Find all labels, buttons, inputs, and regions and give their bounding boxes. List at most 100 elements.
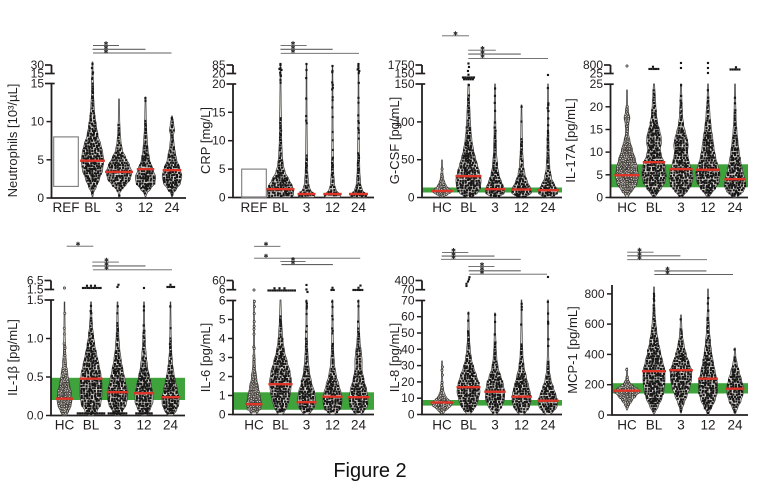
svg-text:12: 12 [325, 418, 340, 433]
svg-text:12: 12 [700, 200, 715, 215]
svg-text:40: 40 [401, 342, 415, 356]
svg-text:10: 10 [31, 115, 45, 129]
svg-text:85: 85 [212, 58, 226, 72]
svg-text:3: 3 [491, 200, 499, 215]
svg-text:1.5: 1.5 [27, 283, 44, 297]
svg-text:12: 12 [325, 200, 340, 215]
svg-text:12: 12 [514, 200, 529, 215]
svg-text:20: 20 [212, 77, 226, 91]
svg-text:200: 200 [584, 378, 604, 392]
svg-text:800: 800 [583, 58, 603, 72]
svg-text:25: 25 [590, 67, 604, 81]
svg-text:50: 50 [401, 326, 415, 340]
svg-text:BL: BL [272, 200, 289, 215]
svg-text:3: 3 [219, 351, 226, 365]
svg-text:1.0: 1.0 [27, 332, 44, 346]
svg-text:BL: BL [84, 200, 101, 215]
svg-text:HC: HC [244, 418, 264, 433]
svg-text:600: 600 [584, 317, 604, 331]
svg-text:0: 0 [408, 191, 415, 205]
svg-text:HC: HC [432, 418, 452, 433]
svg-text:10: 10 [212, 134, 226, 148]
svg-text:15: 15 [212, 105, 226, 119]
svg-text:400: 400 [584, 347, 604, 361]
svg-text:5: 5 [219, 162, 226, 176]
svg-text:24: 24 [540, 418, 556, 433]
svg-text:60: 60 [212, 274, 226, 288]
svg-text:12: 12 [138, 200, 153, 215]
svg-text:6.5: 6.5 [27, 274, 44, 288]
svg-text:BL: BL [646, 200, 663, 215]
svg-text:REF: REF [53, 200, 80, 215]
svg-text:12: 12 [514, 418, 529, 433]
svg-text:3: 3 [114, 418, 122, 433]
svg-text:24: 24 [727, 418, 743, 433]
svg-text:IL-17A [pg/mL]: IL-17A [pg/mL] [563, 98, 578, 183]
svg-text:3: 3 [303, 200, 311, 215]
svg-text:1: 1 [219, 389, 226, 403]
svg-text:HC: HC [432, 200, 452, 215]
svg-text:REF: REF [241, 200, 268, 215]
svg-text:12: 12 [700, 418, 715, 433]
svg-text:150: 150 [394, 67, 414, 81]
svg-text:20: 20 [212, 67, 226, 81]
svg-text:IL-6 [pg/mL]: IL-6 [pg/mL] [198, 323, 213, 392]
svg-text:G-CSF [pg/mL]: G-CSF [pg/mL] [387, 97, 402, 184]
svg-text:70: 70 [401, 294, 415, 308]
svg-text:15: 15 [31, 67, 45, 81]
svg-text:MCP-1 [pg/mL]: MCP-1 [pg/mL] [565, 306, 580, 393]
svg-text:0.0: 0.0 [27, 409, 44, 423]
svg-text:50: 50 [401, 153, 415, 167]
svg-text:BL: BL [646, 418, 663, 433]
svg-text:24: 24 [540, 200, 556, 215]
svg-text:70: 70 [401, 283, 415, 297]
svg-text:BL: BL [460, 200, 477, 215]
svg-text:24: 24 [351, 200, 367, 215]
svg-text:24: 24 [164, 200, 180, 215]
svg-text:0: 0 [219, 408, 226, 422]
svg-text:0: 0 [596, 191, 603, 205]
svg-text:HC: HC [55, 418, 75, 433]
svg-text:24: 24 [727, 200, 743, 215]
svg-text:4: 4 [219, 332, 226, 346]
svg-text:1750: 1750 [388, 58, 415, 72]
svg-text:IL-8 [pg/mL]: IL-8 [pg/mL] [387, 323, 402, 392]
svg-text:IL-1β [pg/mL]: IL-1β [pg/mL] [5, 319, 20, 396]
svg-text:6: 6 [219, 283, 226, 297]
svg-text:0: 0 [408, 408, 415, 422]
svg-text:3: 3 [677, 200, 685, 215]
svg-text:BL: BL [272, 418, 289, 433]
svg-text:5: 5 [219, 313, 226, 327]
svg-text:5: 5 [37, 153, 44, 167]
svg-text:HC: HC [617, 418, 637, 433]
svg-text:0.5: 0.5 [27, 370, 44, 384]
svg-text:10: 10 [401, 391, 415, 405]
svg-text:20: 20 [590, 100, 604, 114]
svg-text:0: 0 [598, 408, 605, 422]
svg-text:0: 0 [219, 191, 226, 205]
svg-text:15: 15 [31, 77, 45, 91]
svg-text:BL: BL [83, 418, 100, 433]
svg-text:3: 3 [303, 418, 311, 433]
svg-text:1.5: 1.5 [27, 293, 44, 307]
svg-text:2: 2 [219, 370, 226, 384]
svg-text:HC: HC [617, 200, 637, 215]
svg-text:CRP [mg/L]: CRP [mg/L] [198, 107, 213, 174]
svg-text:30: 30 [31, 58, 45, 72]
svg-text:5: 5 [596, 168, 603, 182]
svg-text:3: 3 [491, 418, 499, 433]
svg-text:15: 15 [590, 123, 604, 137]
svg-text:BL: BL [460, 418, 477, 433]
svg-text:800: 800 [584, 287, 604, 301]
svg-text:150: 150 [394, 77, 414, 91]
svg-text:30: 30 [401, 359, 415, 373]
svg-text:24: 24 [163, 418, 179, 433]
svg-text:400: 400 [394, 274, 414, 288]
svg-text:24: 24 [351, 418, 367, 433]
svg-text:3: 3 [677, 418, 685, 433]
svg-text:100: 100 [394, 115, 414, 129]
svg-text:Neutrophils [10³/µL]: Neutrophils [10³/µL] [5, 84, 20, 198]
svg-text:12: 12 [136, 418, 151, 433]
svg-text:25: 25 [590, 77, 604, 91]
svg-text:20: 20 [401, 375, 415, 389]
